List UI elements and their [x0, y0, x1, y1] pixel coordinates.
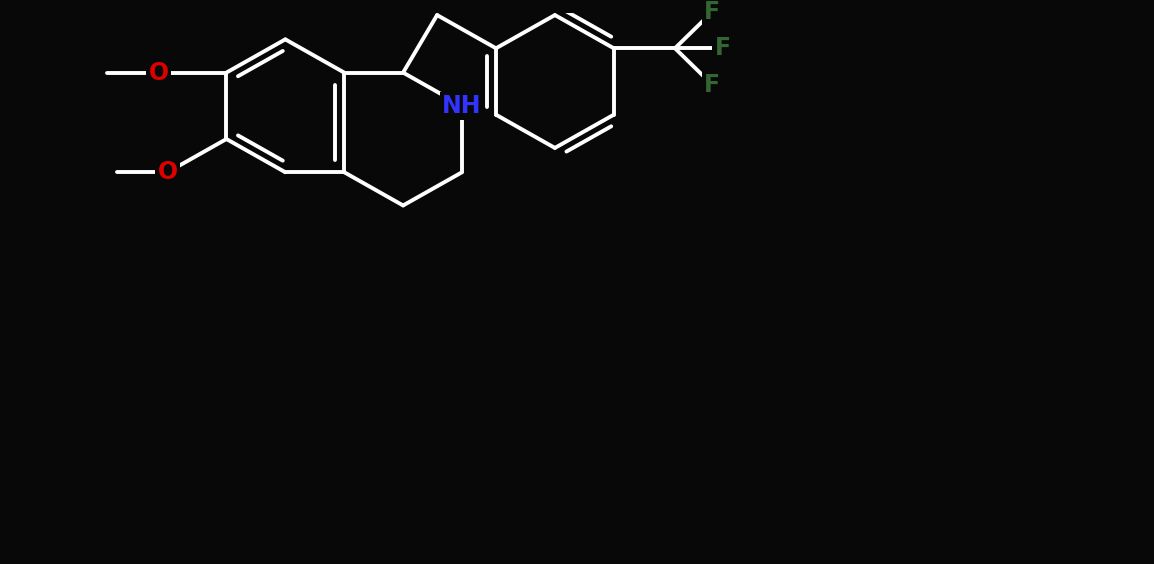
Text: O: O — [149, 60, 168, 85]
Text: F: F — [714, 36, 730, 60]
Text: F: F — [704, 0, 720, 24]
Text: NH: NH — [442, 94, 481, 118]
Text: O: O — [157, 160, 178, 184]
Text: F: F — [704, 73, 720, 97]
